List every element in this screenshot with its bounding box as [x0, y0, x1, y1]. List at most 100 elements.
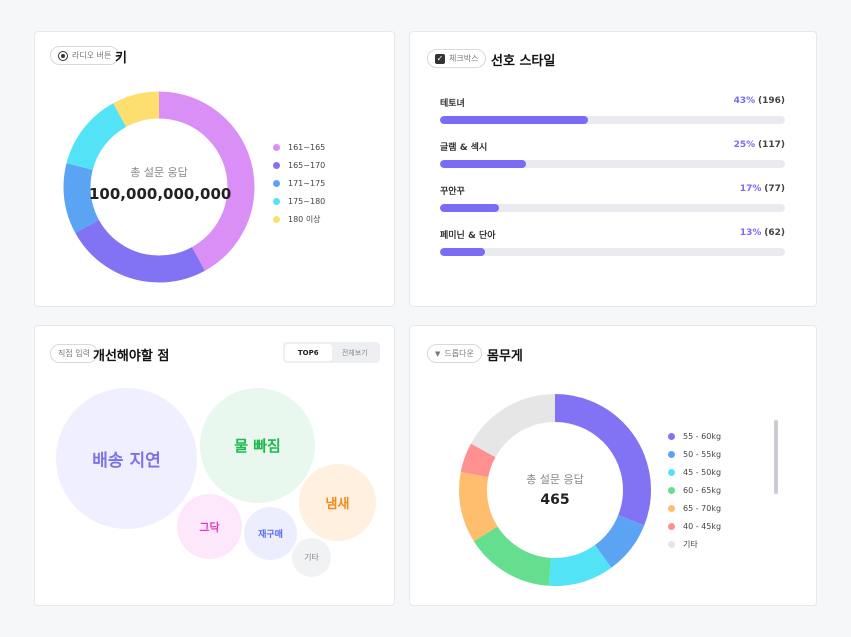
bar-count: (62) — [764, 228, 785, 238]
bar-stats: 13% (62) — [740, 228, 785, 242]
direct-input-tag: 직접 입력 — [50, 344, 98, 363]
bubble-label: 물 빠짐 — [234, 437, 281, 455]
legend-dot — [668, 432, 675, 440]
legend-dot — [273, 161, 280, 169]
donut-slice-2 — [63, 91, 255, 283]
legend-dot — [668, 468, 675, 476]
legend-dot — [273, 197, 280, 205]
legend-dot — [668, 486, 675, 494]
style-bar-row: 글램 & 섹시 25% (117) — [440, 140, 785, 168]
donut-slice-2 — [459, 394, 651, 586]
toggle-top6[interactable]: TOP6 — [285, 344, 332, 361]
bar-stats: 17% (77) — [740, 184, 785, 198]
legend-label: 180 이상 — [288, 214, 321, 224]
legend-item: 40 - 45kg — [668, 517, 721, 535]
style-bar-row: 페미닌 & 단아 13% (62) — [440, 228, 785, 256]
bar-label: 꾸안꾸 — [440, 187, 465, 197]
toggle-all[interactable]: 전체보기 — [341, 348, 368, 357]
legend-label: 175~180 — [288, 196, 326, 206]
legend-label: 165~170 — [288, 160, 326, 170]
tag-label: 직접 입력 — [58, 349, 90, 358]
donut-slice-1 — [63, 91, 255, 283]
bubble-smell: 냄새 — [299, 464, 376, 541]
bar-fill — [440, 204, 499, 212]
checkbox-icon: ✓ — [435, 53, 445, 64]
bar-percent: 13% — [739, 228, 762, 238]
bubble-label: 그닥 — [199, 520, 220, 534]
center-value: 100,000,000,000 — [89, 185, 232, 203]
legend-dot — [668, 540, 675, 548]
bar-header: 글램 & 섹시 25% (117) — [440, 140, 785, 154]
bar-header: 꾸안꾸 17% (77) — [440, 184, 785, 198]
tag-label: 체크박스 — [449, 54, 479, 63]
legend-scrollbar[interactable] — [774, 420, 778, 494]
legend-label: 161~165 — [288, 142, 326, 152]
bar-track — [440, 248, 785, 256]
card-title: 선호 스타일 — [491, 54, 556, 69]
legend-dot — [273, 143, 280, 151]
bubble-label: 냄새 — [325, 497, 350, 512]
dropdown-tag: ▼ 드롭다운 — [427, 344, 482, 363]
style-card: ✓ 체크박스 선호 스타일 테토녀 43% (196) 글램 & 섹시 25% (11… — [409, 31, 817, 307]
bar-stats: 25% (117) — [734, 140, 785, 154]
bar-count: (77) — [764, 184, 785, 194]
legend-item: 65 - 70kg — [668, 499, 721, 517]
legend-item: 50 - 55kg — [668, 445, 721, 463]
tag-label: 라디오 버튼 — [72, 51, 112, 60]
legend-dot — [668, 504, 675, 512]
legend-dot — [273, 179, 280, 187]
donut-slice-4 — [459, 394, 651, 586]
legend-label: 60 - 65kg — [683, 485, 722, 495]
view-toggle[interactable]: TOP6 전체보기 — [283, 342, 380, 363]
bar-stats: 43% (196) — [734, 96, 785, 110]
radio-button-tag: 라디오 버튼 — [50, 46, 120, 65]
legend-label: 기타 — [683, 539, 698, 549]
weight-legend: 55 - 60kg 50 - 55kg 45 - 50kg 60 - 65kg 65 -… — [668, 427, 721, 553]
bubble-etc: 기타 — [292, 538, 331, 577]
donut-slice-6 — [459, 394, 651, 586]
legend-item: 45 - 50kg — [668, 463, 721, 481]
height-legend: 161~165 165~170 171~175 175~180 180 이상 — [273, 138, 325, 228]
height-card: 라디오 버튼 키 총 설문 응답 100,000,000,000 161~165… — [34, 31, 395, 307]
bubble-label: 배송 지연 — [92, 451, 161, 471]
bar-label: 글램 & 섹시 — [440, 143, 488, 153]
legend-item: 60 - 65kg — [668, 481, 721, 499]
center-sub-label: 총 설문 응답 — [526, 473, 584, 486]
legend-item: 55 - 60kg — [668, 427, 721, 445]
legend-item: 180 이상 — [273, 210, 325, 228]
legend-dot — [668, 450, 675, 458]
legend-label: 50 - 55kg — [683, 449, 722, 459]
style-bar-row: 꾸안꾸 17% (77) — [440, 184, 785, 212]
bar-fill — [440, 160, 527, 168]
card-title: 개선해야할 점 — [93, 349, 170, 364]
caret-down-icon: ▼ — [435, 349, 441, 358]
bubble-label: 기타 — [304, 553, 319, 562]
bar-fill — [440, 248, 485, 256]
bar-fill — [440, 116, 589, 124]
weight-donut-chart — [459, 394, 651, 586]
legend-label: 40 - 45kg — [683, 521, 722, 531]
style-bar-row: 테토녀 43% (196) — [440, 96, 785, 124]
legend-dot — [668, 522, 675, 530]
center-value: 465 — [540, 492, 570, 508]
bubble-color-fade: 물 빠짐 — [200, 388, 315, 503]
card-title: 몸무게 — [487, 349, 523, 364]
height-donut-chart — [63, 91, 255, 283]
tag-label: 드롭다운 — [444, 349, 474, 358]
bubble-shipping-delay: 배송 지연 — [56, 388, 197, 529]
donut-center: 총 설문 응답 465 — [495, 471, 615, 508]
bar-count: (117) — [757, 140, 785, 150]
donut-center: 총 설문 응답 100,000,000,000 — [89, 164, 232, 203]
legend-label: 171~175 — [288, 178, 326, 188]
bar-track — [440, 116, 785, 124]
legend-label: 45 - 50kg — [683, 467, 722, 477]
bar-track — [440, 204, 785, 212]
bar-percent: 25% — [733, 140, 756, 150]
legend-dot — [273, 215, 280, 223]
bar-header: 테토녀 43% (196) — [440, 96, 785, 110]
bar-percent: 17% — [739, 184, 762, 194]
bar-header: 페미닌 & 단아 13% (62) — [440, 228, 785, 242]
bar-label: 페미닌 & 단아 — [440, 231, 496, 241]
legend-label: 65 - 70kg — [683, 503, 722, 513]
legend-item: 171~175 — [273, 174, 325, 192]
